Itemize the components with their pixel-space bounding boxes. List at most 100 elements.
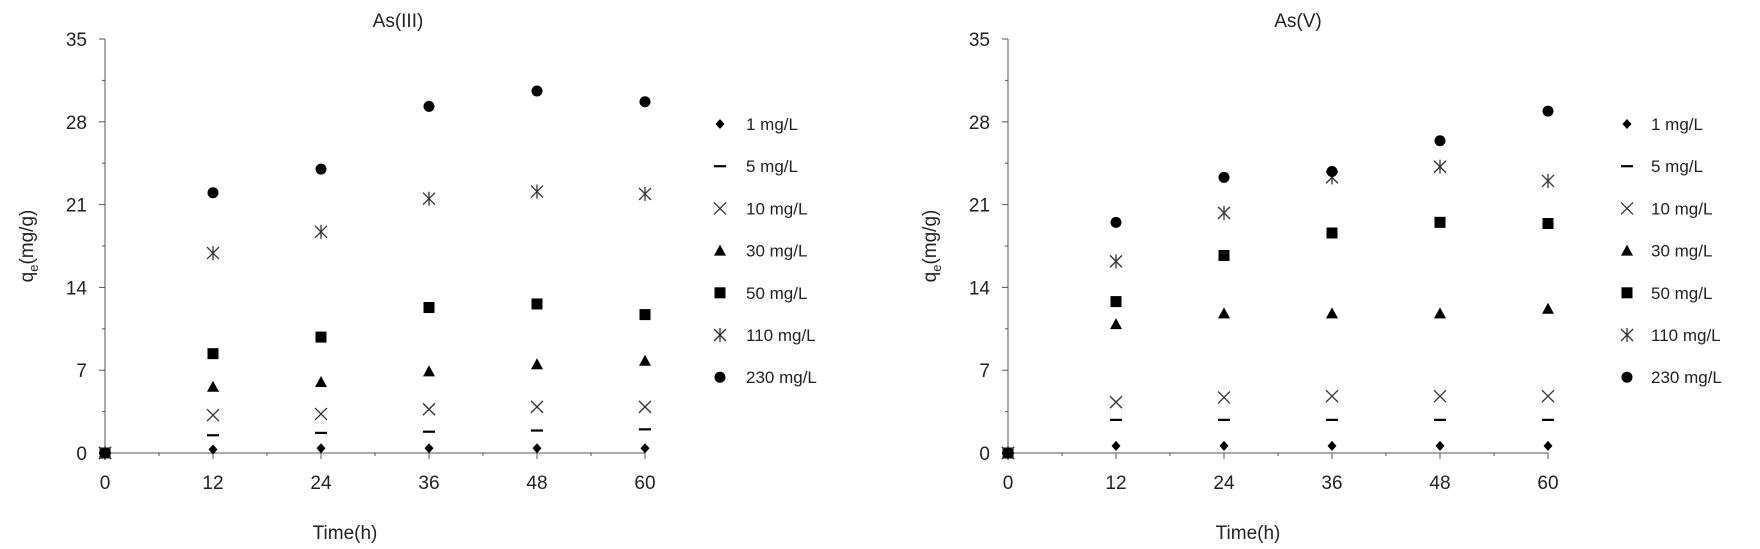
chart-title: As(III): [373, 11, 424, 32]
legend-entry-label: 10 mg/L: [1651, 199, 1712, 218]
data-point: [530, 184, 544, 199]
series-10-mg-l: [98, 400, 652, 460]
y-tick-label: 14: [66, 278, 88, 299]
y-tick-label: 0: [76, 444, 87, 465]
data-point: [1434, 307, 1446, 319]
data-point: [1433, 159, 1447, 174]
data-point: [640, 443, 650, 454]
data-point-stroke-b: [1541, 389, 1555, 403]
data-point: [315, 163, 327, 175]
legend-entry-label: 50 mg/L: [1651, 284, 1712, 303]
legend-entry-label: 1 mg/L: [1651, 115, 1703, 134]
legend-marker: [714, 371, 726, 383]
data-point: [423, 365, 435, 377]
chart-panel-1: As(III) 0 7 14 21 28 35 0 12 24 36 48 60 Time(h) qe(mg…: [17, 11, 817, 544]
legend-entry-label: 30 mg/L: [746, 242, 807, 261]
data-point: [531, 358, 543, 370]
legend-marker: [1621, 287, 1633, 299]
x-tick-label: 60: [634, 473, 655, 494]
data-point: [639, 354, 651, 366]
legend-marker: [1621, 244, 1633, 256]
data-point: [423, 100, 435, 112]
legend-entry-label: 5 mg/L: [1651, 157, 1703, 176]
legend-entry-label: 30 mg/L: [1651, 242, 1712, 261]
chart-panel-2: As(V) 0 7 14 21 28 35 0 12 24 36 48 60 Time(h) qe(mg/g…: [920, 11, 1722, 544]
legend-marker-stroke-b: [713, 201, 727, 215]
data-point-stroke-b: [1217, 390, 1231, 404]
x-tick-label: 12: [202, 473, 223, 494]
data-point: [639, 309, 651, 321]
legend-marker: [715, 119, 725, 129]
x-tick-label: 36: [418, 473, 439, 494]
data-point: [207, 187, 219, 199]
data-point: [206, 408, 220, 422]
data-point: [315, 331, 327, 343]
series-30-mg-l: [99, 354, 651, 458]
legend-marker: [1620, 201, 1634, 215]
data-point: [1111, 440, 1121, 451]
data-point: [531, 85, 543, 97]
x-tick-label: 0: [1003, 473, 1014, 494]
series-230-mg-l: [99, 85, 651, 459]
data-point: [206, 246, 220, 261]
x-tick-label: 48: [1429, 473, 1450, 494]
data-point: [1218, 171, 1230, 183]
legend-entry-label: 110 mg/L: [1651, 326, 1721, 345]
y-tick-label: 28: [969, 113, 990, 134]
data-point: [1217, 390, 1231, 404]
y-axis-label: qe(mg/g): [17, 210, 41, 283]
x-tick-label: 36: [1321, 473, 1342, 494]
data-point: [1218, 249, 1230, 261]
data-point-stroke-b: [422, 402, 436, 416]
legend-marker: [713, 201, 727, 215]
legend-marker: [714, 287, 726, 299]
data-point: [1110, 318, 1122, 330]
x-tick-label: 48: [526, 473, 547, 494]
y-tick-label: 14: [969, 278, 991, 299]
data-point: [1434, 216, 1446, 228]
y-tick-label: 21: [969, 196, 990, 217]
y-tick-label: 0: [979, 444, 990, 465]
data-point: [1434, 135, 1446, 147]
data-point: [1109, 395, 1123, 409]
legend: 1 mg/L 5 mg/L 10 mg/L 30 mg/L 50 mg/L 110 mg/…: [713, 115, 817, 387]
y-tick-label: 35: [969, 30, 990, 51]
y-tick-label: 7: [979, 361, 990, 382]
legend-marker: [713, 328, 727, 342]
data-point: [316, 443, 326, 454]
series-110-mg-l: [98, 184, 652, 460]
legend-entry-label: 10 mg/L: [746, 199, 807, 218]
series-30-mg-l: [1002, 302, 1554, 458]
series-50-mg-l: [99, 298, 651, 459]
x-tick-label: 0: [100, 473, 111, 494]
series-5-mg-l: [99, 428, 651, 455]
data-point: [1542, 218, 1554, 230]
legend-entry-label: 110 mg/L: [746, 326, 816, 345]
data-point: [1327, 440, 1337, 451]
series-110-mg-l: [1001, 159, 1555, 460]
data-point: [1326, 165, 1338, 177]
y-tick-label: 35: [66, 30, 87, 51]
data-point: [638, 400, 652, 414]
data-point: [1542, 302, 1554, 314]
legend-marker: [714, 244, 726, 256]
data-point: [1218, 307, 1230, 319]
legend-entry-label: 5 mg/L: [746, 157, 798, 176]
data-point: [207, 380, 219, 392]
data-point: [314, 224, 328, 239]
data-point: [423, 302, 435, 314]
x-axis-label: Time(h): [1216, 523, 1281, 544]
data-point: [1219, 440, 1229, 451]
data-point: [315, 376, 327, 388]
y-axis-label: qe(mg/g): [920, 210, 944, 283]
data-point: [1002, 447, 1014, 459]
data-point: [1109, 254, 1123, 269]
data-point: [424, 443, 434, 454]
y-tick-label: 28: [66, 113, 87, 134]
data-point: [1541, 389, 1555, 403]
chart-title: As(V): [1274, 11, 1322, 32]
y-tick-label: 21: [66, 196, 87, 217]
data-point: [422, 191, 436, 206]
data-point: [531, 298, 543, 310]
data-point: [530, 400, 544, 414]
